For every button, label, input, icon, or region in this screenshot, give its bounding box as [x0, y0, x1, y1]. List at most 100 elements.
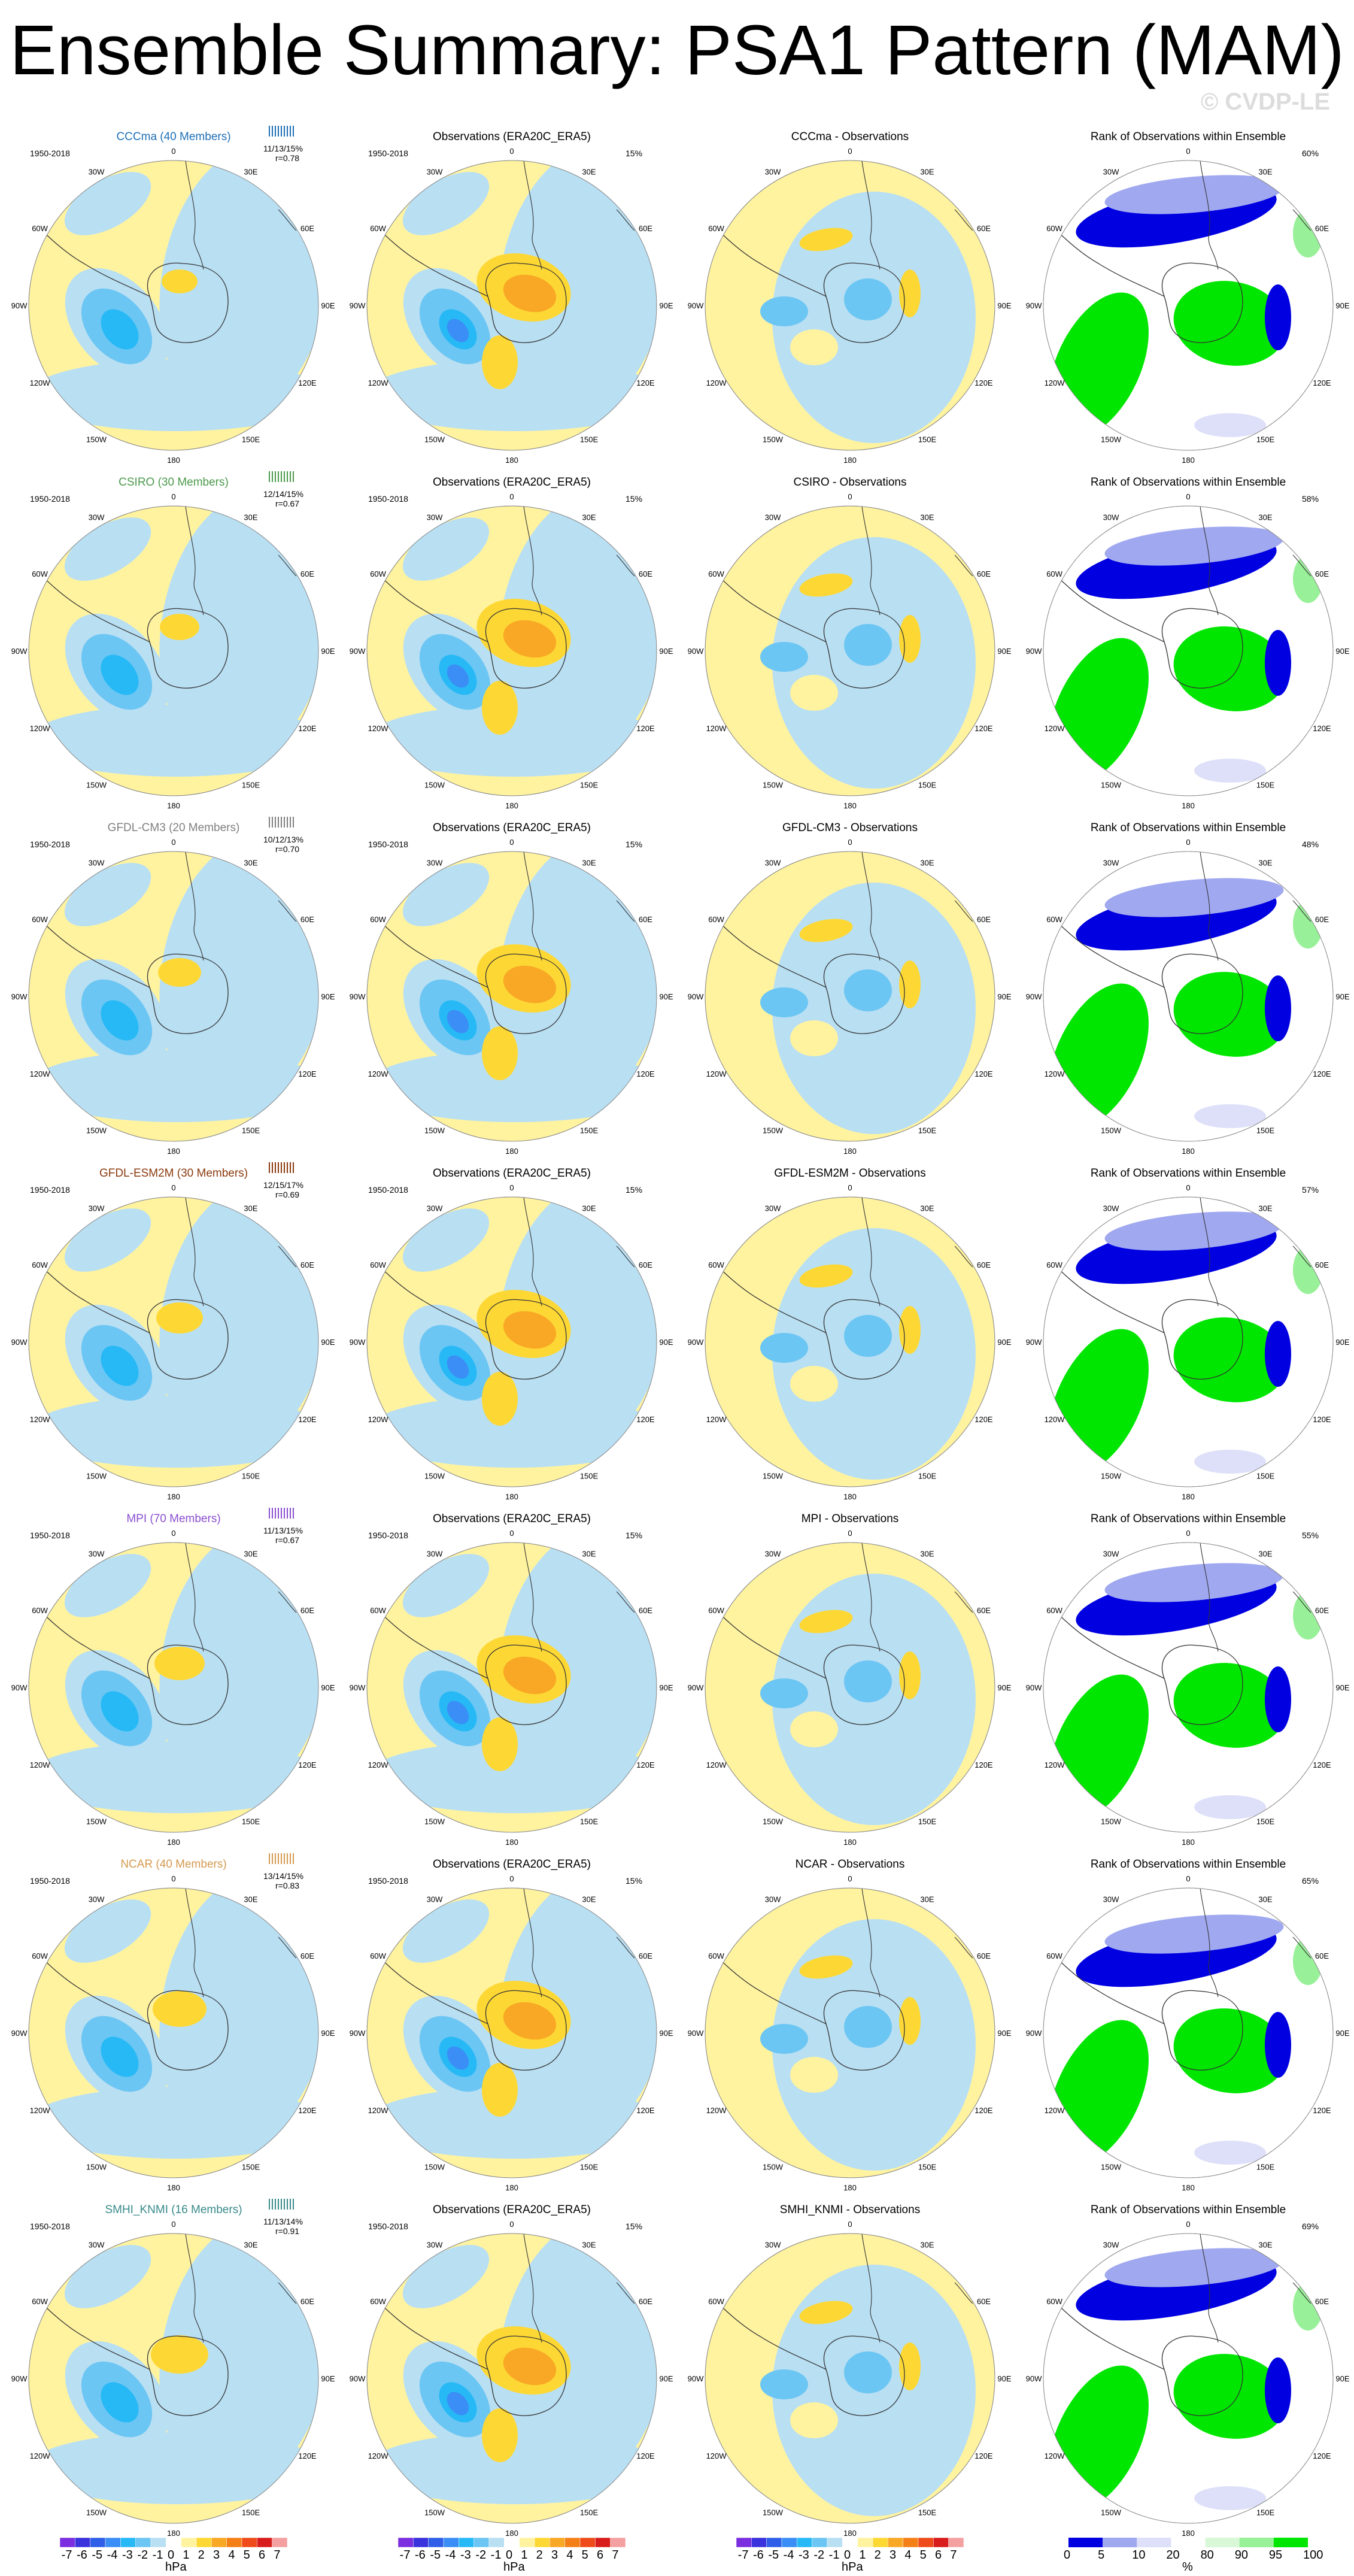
longitude-label: 0 — [1186, 1529, 1190, 1538]
longitude-label: 0 — [848, 492, 852, 501]
longitude-label: 150W — [424, 435, 445, 444]
colorbar-swatch — [751, 2537, 767, 2548]
rank-colorbar-tick-label: 100 — [1303, 2548, 1323, 2562]
longitude-label: 30E — [920, 1204, 934, 1213]
colorbar-tick-label: -2 — [137, 2548, 148, 2562]
longitude-label: 60E — [639, 1606, 652, 1615]
model-map — [29, 1888, 318, 2178]
longitude-label: 150W — [1101, 1471, 1122, 1480]
longitude-label: 90E — [997, 1683, 1011, 1692]
africa-coastline — [278, 1591, 297, 1613]
longitude-label: 120W — [30, 2451, 51, 2460]
longitude-label: 60E — [639, 224, 652, 233]
longitude-label: 120E — [298, 2451, 317, 2460]
longitude-label: 150W — [1101, 1817, 1122, 1826]
longitude-label: 0 — [1186, 2220, 1190, 2229]
longitude-label: 120W — [30, 1415, 51, 1424]
africa-coastline — [616, 1936, 635, 1959]
negative-anomaly-region — [29, 2087, 318, 2159]
south-america-coastline — [523, 1542, 542, 1652]
positive-difference-core — [799, 2301, 853, 2325]
period-label: 1950-2018 — [30, 149, 70, 158]
rank-colorbar-swatch — [1239, 2538, 1274, 2547]
positive-difference-region — [790, 1711, 838, 1747]
longitude-label: 60E — [1315, 224, 1329, 233]
antarctica-coastline — [823, 608, 905, 689]
south-america-coastline — [1200, 851, 1219, 961]
antarctica-coastline — [1161, 1299, 1243, 1380]
longitude-label: 30W — [427, 1204, 443, 1213]
colorbar-swatch — [428, 2537, 444, 2548]
longitude-label: 150W — [1101, 2162, 1122, 2171]
colorbar-tick-label: 4 — [904, 2548, 912, 2562]
obs-map — [367, 1542, 657, 1832]
longitude-label: 0 — [171, 1874, 175, 1883]
colorbar-swatch — [120, 2537, 136, 2548]
longitude-label: 150E — [242, 1471, 260, 1480]
negative-anomaly-region — [29, 1741, 318, 1813]
map-border — [28, 1887, 319, 2178]
africa-coastline — [278, 554, 297, 577]
south-america-coastline — [523, 851, 542, 961]
rank-high-region — [1173, 281, 1287, 366]
rank-high-region — [1173, 1317, 1287, 1402]
longitude-label: 120W — [30, 1069, 51, 1078]
difference-title: CCCma - Observations — [791, 131, 909, 143]
antarctica-coastline — [823, 2335, 905, 2416]
colorbar-swatch — [488, 2537, 505, 2548]
negative-anomaly-region — [367, 1396, 657, 1468]
model-map — [29, 851, 318, 1141]
rank-colorbar-swatch — [1103, 2538, 1137, 2547]
south-america-coastline — [185, 851, 204, 961]
longitude-label: 180 — [843, 2183, 857, 2192]
negative-anomaly-core — [101, 309, 139, 350]
period-label: 1950-2018 — [30, 1531, 70, 1540]
rank-light-region — [1194, 1104, 1266, 1128]
longitude-label: 180 — [505, 456, 518, 465]
positive-difference-core — [799, 919, 853, 942]
longitude-label: 120E — [636, 1760, 655, 1769]
south-america-coastline — [1200, 1542, 1219, 1652]
longitude-label: 30W — [1103, 168, 1119, 177]
positive-difference-core — [899, 1997, 921, 2045]
rank-colorbar-swatch — [1171, 2538, 1206, 2547]
positive-anomaly-core — [503, 1311, 557, 1349]
south-america-coastline — [185, 2233, 204, 2343]
longitude-label: 30W — [765, 1895, 781, 1904]
map-border — [366, 505, 657, 796]
colorbar-swatch — [181, 2537, 197, 2548]
colorbar-swatch — [842, 2537, 858, 2548]
longitude-label: 60E — [300, 2297, 314, 2306]
rank-mid-region — [1104, 1563, 1284, 1602]
longitude-label: 90W — [688, 992, 704, 1001]
longitude-label: 120W — [30, 378, 51, 387]
negative-anomaly-region — [367, 1741, 657, 1813]
colorbar-tick-label: 3 — [213, 2548, 220, 2562]
south-america-coastline — [1200, 1197, 1219, 1307]
longitude-label: 90W — [350, 301, 366, 310]
positive-anomaly-region — [482, 1717, 518, 1771]
colorbar-swatch — [918, 2537, 934, 2548]
longitude-label: 0 — [848, 838, 852, 847]
antarctica-coastline — [147, 2335, 229, 2416]
negative-anomaly-region — [367, 359, 657, 431]
longitude-label: 60W — [1046, 1260, 1062, 1269]
negative-anomaly-region — [64, 1208, 151, 1272]
negative-difference-core — [760, 296, 808, 326]
longitude-label: 90E — [1335, 1683, 1349, 1692]
longitude-label: 90W — [1026, 2374, 1042, 2383]
ensemble-stats: 13/14/15% — [263, 1871, 303, 1881]
colorbar-unit: hPa — [165, 2560, 187, 2574]
south-america-coastline — [523, 1197, 542, 1307]
africa-coastline — [954, 900, 973, 922]
colorbar-swatch — [413, 2537, 429, 2548]
model-title: CSIRO (30 Members) — [119, 476, 229, 489]
negative-difference-core — [844, 624, 892, 666]
longitude-label: 180 — [843, 456, 857, 465]
longitude-label: 30E — [244, 513, 257, 522]
longitude-label: 60W — [32, 2297, 48, 2306]
positive-anomaly-core — [503, 274, 557, 313]
longitude-label: 60E — [1315, 1606, 1329, 1615]
longitude-label: 120E — [1313, 1069, 1331, 1078]
antarctica-coastline — [1161, 608, 1243, 689]
